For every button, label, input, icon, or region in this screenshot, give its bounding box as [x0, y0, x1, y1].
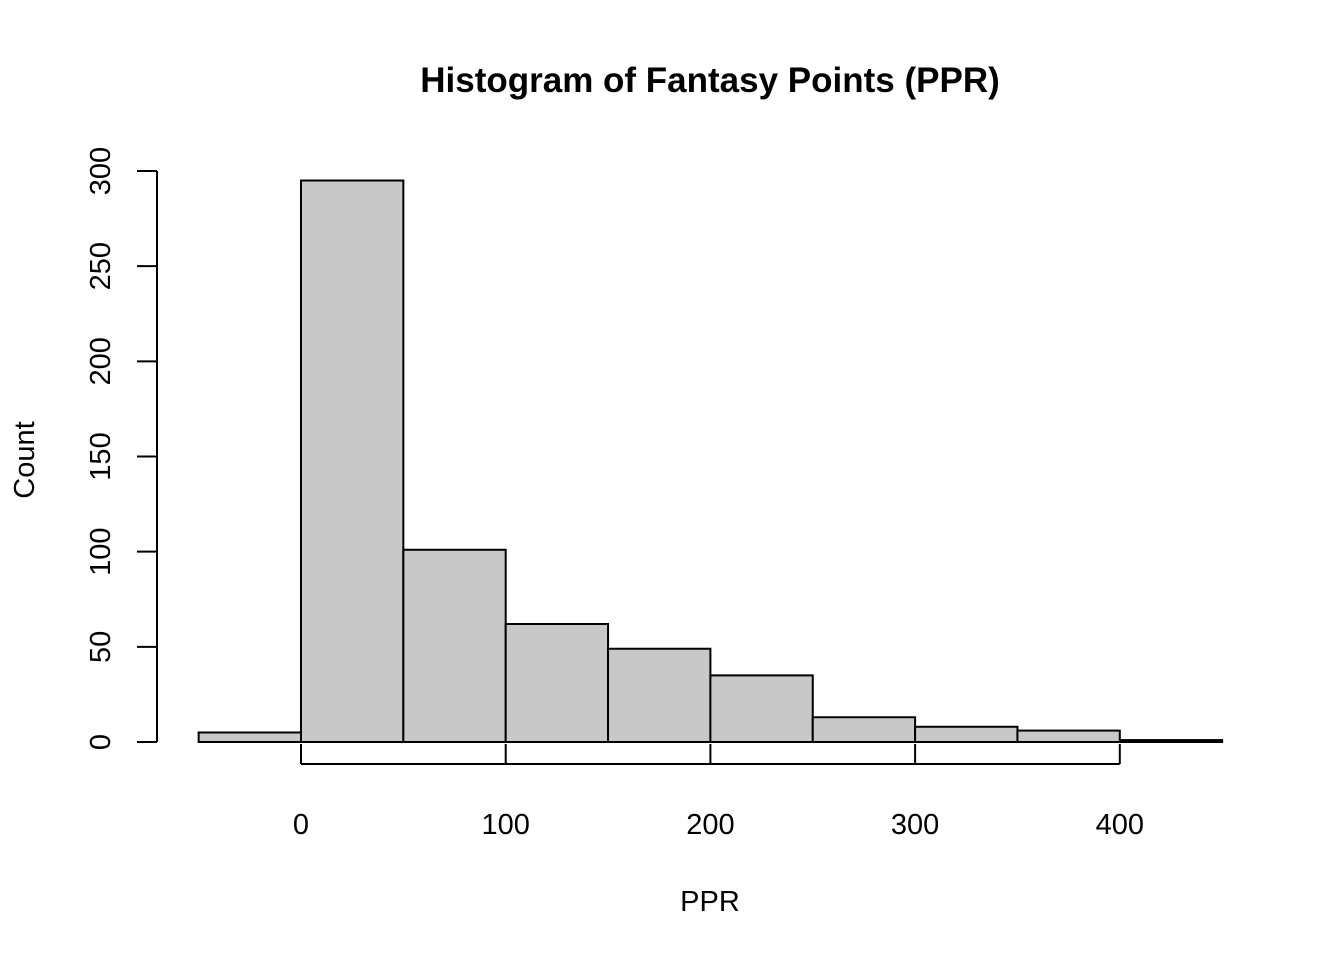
bar-2: [402, 548, 507, 744]
y-tick-label: 250: [85, 242, 117, 290]
x-tick-label: 100: [482, 809, 530, 841]
bar-4: [607, 647, 712, 743]
x-axis: 0 100 200 300 400: [293, 744, 1144, 841]
bar-6: [811, 716, 917, 743]
y-tick-label: 300: [85, 147, 117, 195]
bar-8: [1016, 729, 1121, 743]
y-tick-label: 0: [85, 734, 117, 750]
y-axis: 0 50 100 150 200 250 300: [85, 147, 158, 750]
y-axis-label: Count: [9, 421, 41, 498]
x-tick-label: 300: [891, 809, 939, 841]
y-tick-label: 150: [85, 432, 117, 480]
bar-7: [914, 725, 1019, 744]
chart-title: Histogram of Fantasy Points (PPR): [420, 61, 1000, 100]
x-tick-label: 0: [293, 809, 309, 841]
bar-1: [300, 179, 405, 744]
bar-3: [504, 622, 610, 744]
bar-9: [1118, 739, 1224, 743]
x-tick-label: 400: [1096, 809, 1144, 841]
y-tick-label: 200: [85, 337, 117, 385]
bar-5: [709, 674, 814, 744]
x-axis-label: PPR: [680, 886, 740, 918]
y-tick-label: 50: [85, 631, 117, 663]
x-tick-label: 200: [686, 809, 734, 841]
bars-group: [197, 179, 1224, 744]
y-tick-label: 100: [85, 527, 117, 575]
bar-0: [197, 731, 302, 744]
